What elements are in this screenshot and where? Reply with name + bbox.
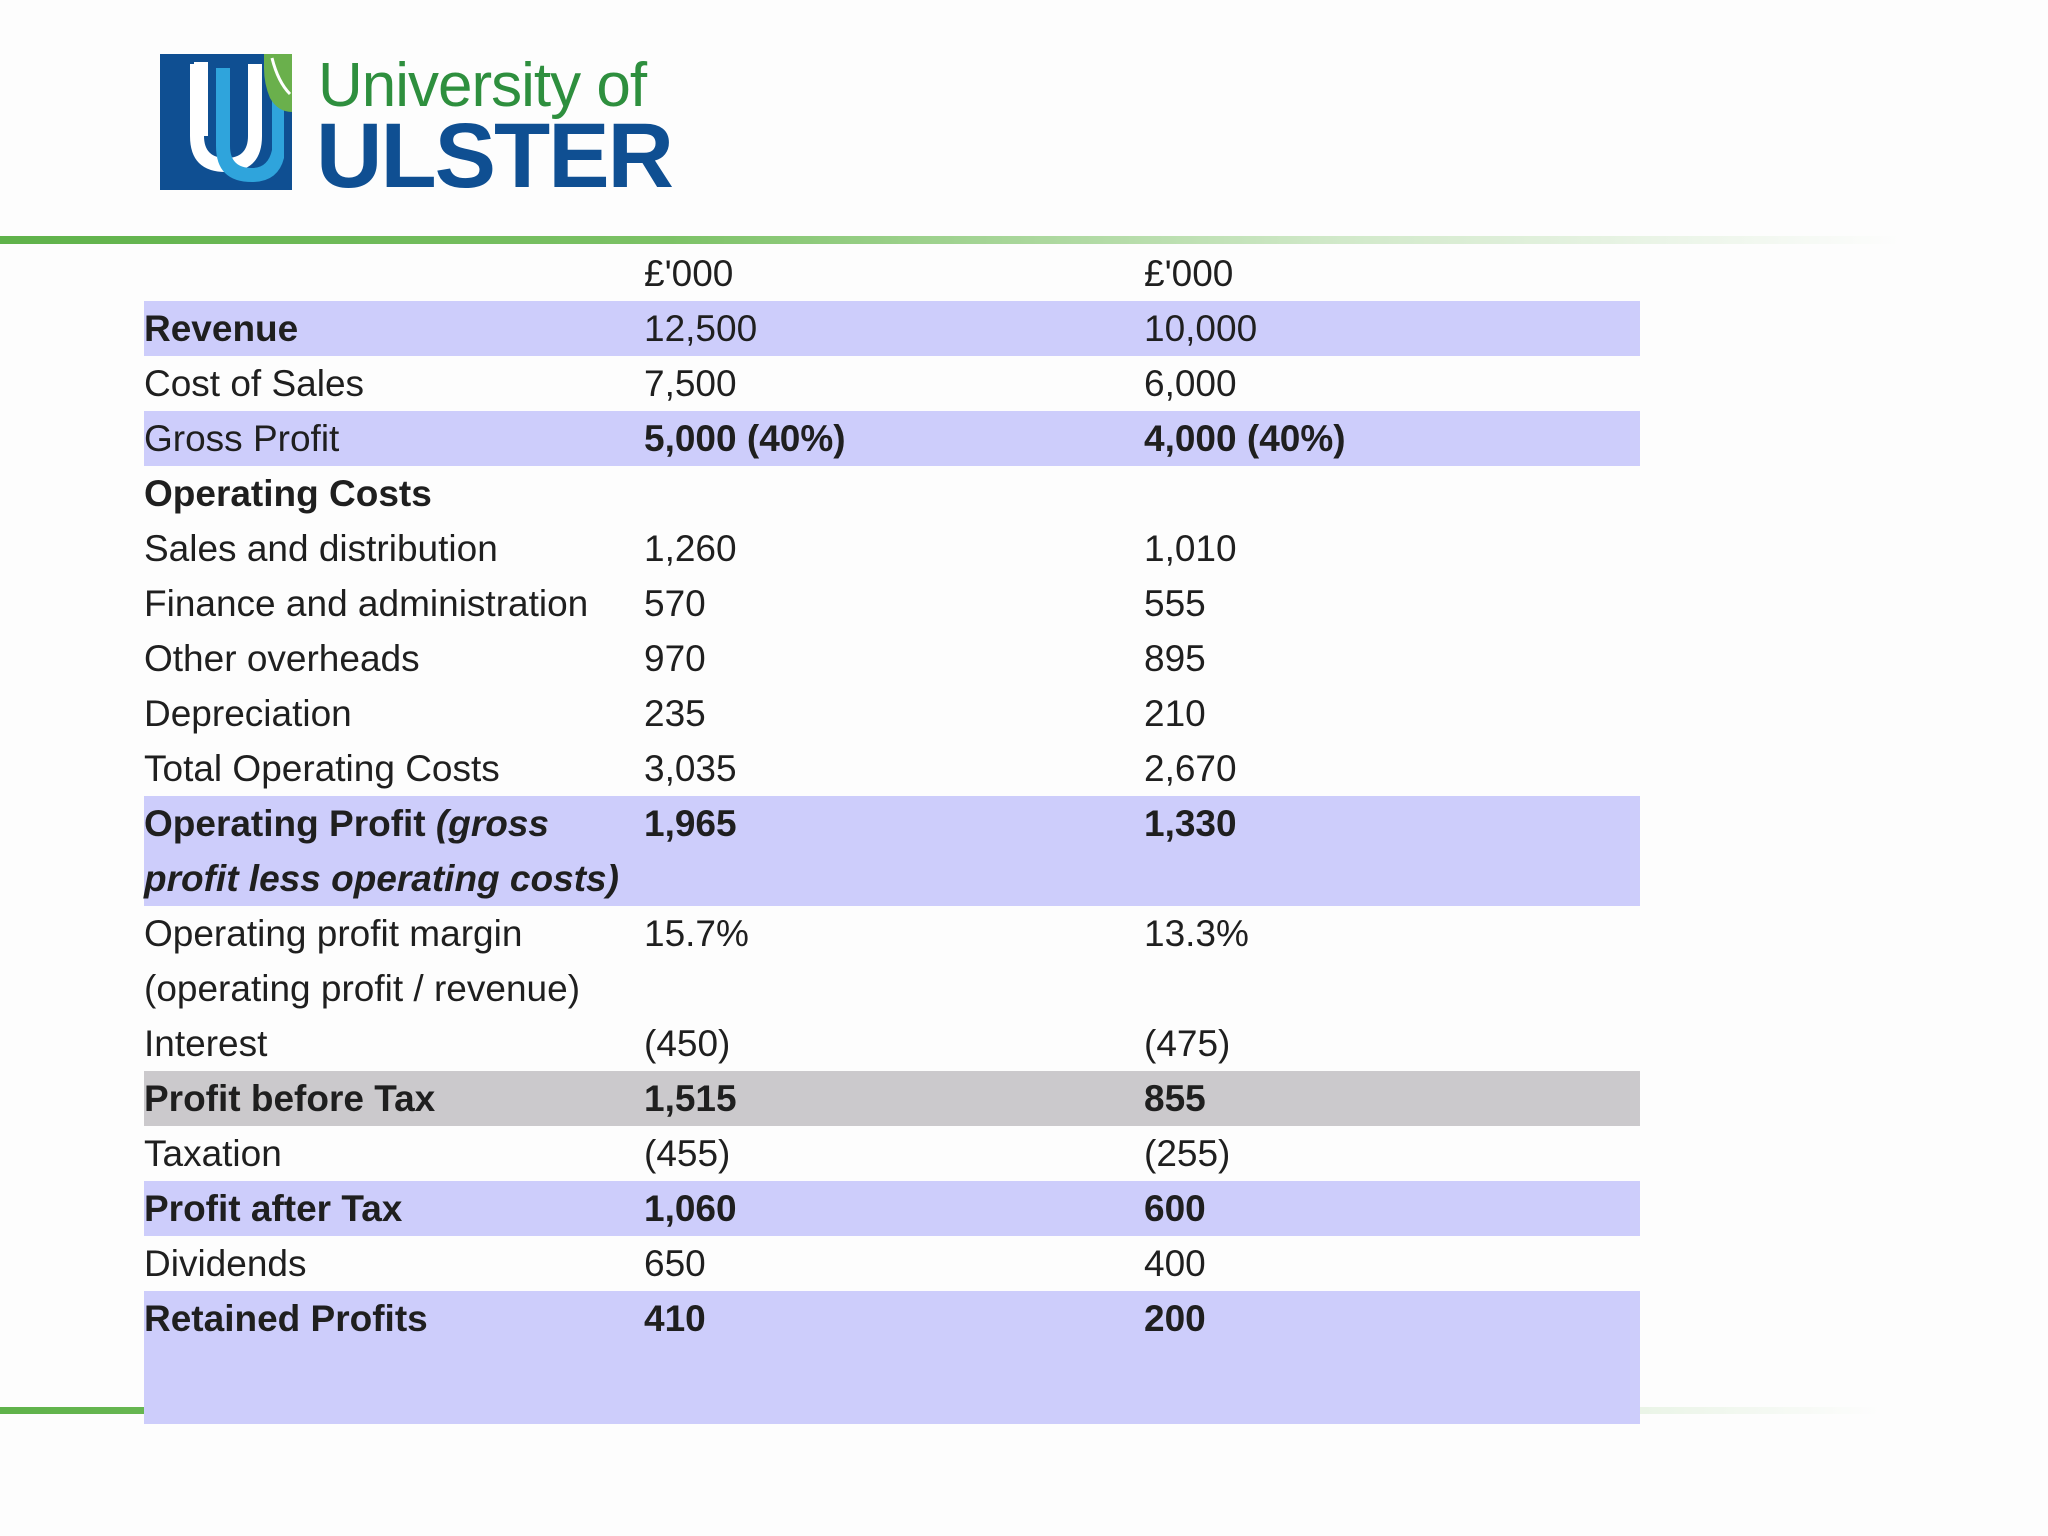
table-row-other-overheads: Other overheads 970 895	[144, 631, 1640, 686]
row-value-col2	[1144, 466, 1640, 521]
row-value-col2: (475)	[1144, 1023, 1231, 1064]
row-label: Other overheads	[144, 638, 420, 679]
row-value-col2: 895	[1144, 638, 1206, 679]
row-value-col1: 15.7%	[644, 913, 749, 954]
row-value-col1: 235	[644, 693, 706, 734]
table-row-blank-footer	[144, 1346, 1640, 1424]
row-value-col1: 12,500	[644, 301, 1144, 356]
row-value-col2: 4,000 (40%)	[1144, 411, 1640, 466]
row-value-col1: 7,500	[644, 363, 737, 404]
blank-cell	[644, 1346, 1144, 1424]
row-label: Profit after Tax	[144, 1181, 644, 1236]
row-label: Taxation	[144, 1133, 282, 1174]
table-row-total-operating-costs: Total Operating Costs 3,035 2,670	[144, 741, 1640, 796]
row-value-col2: 1,010	[1144, 528, 1237, 569]
row-value-col1: 410	[644, 1291, 1144, 1346]
row-label-cell: Operating Profit (gross profit less oper…	[144, 796, 644, 906]
row-label: Finance and administration	[144, 583, 589, 624]
row-value-col1: 5,000 (40%)	[644, 411, 1144, 466]
row-value-col1: 1,515	[644, 1071, 1144, 1126]
header-currency-col2: £'000	[1144, 253, 1234, 294]
table-row-sales-distribution: Sales and distribution 1,260 1,010	[144, 521, 1640, 576]
table-header-row: £'000 £'000	[144, 246, 1640, 301]
university-logo: University of ULSTER	[160, 50, 674, 202]
table-row-gross-profit: Gross Profit 5,000 (40%) 4,000 (40%)	[144, 411, 1640, 466]
row-value-col2: 13.3%	[1144, 913, 1249, 954]
row-value-col1: 3,035	[644, 748, 737, 789]
table-row-dividends: Dividends 650 400	[144, 1236, 1640, 1291]
row-value-col2: 400	[1144, 1243, 1206, 1284]
row-value-col1: 970	[644, 638, 706, 679]
income-statement-table: £'000 £'000 Revenue 12,500 10,000 Cost o…	[144, 246, 1640, 1424]
row-label: Revenue	[144, 301, 644, 356]
table-row-depreciation: Depreciation 235 210	[144, 686, 1640, 741]
logo-text-university-of: University of	[318, 51, 647, 120]
section-heading: Operating Costs	[144, 473, 432, 514]
row-value-col2: 6,000	[1144, 363, 1237, 404]
table-row-finance-administration: Finance and administration 570 555	[144, 576, 1640, 631]
table-row-taxation: Taxation (455) (255)	[144, 1126, 1640, 1181]
row-value-col2: 855	[1144, 1071, 1640, 1126]
row-value-col2: 555	[1144, 583, 1206, 624]
header-label-cell	[144, 246, 644, 301]
table-row-interest: Interest (450) (475)	[144, 1016, 1640, 1071]
row-label: Gross Profit	[144, 411, 644, 466]
table-row-profit-before-tax: Profit before Tax 1,515 855	[144, 1071, 1640, 1126]
row-value-col1: (455)	[644, 1133, 731, 1174]
table-row-retained-profits: Retained Profits 410 200	[144, 1291, 1640, 1346]
row-label: Depreciation	[144, 693, 352, 734]
row-label: Sales and distribution	[144, 528, 498, 569]
table-row-revenue: Revenue 12,500 10,000	[144, 301, 1640, 356]
row-label: Cost of Sales	[144, 363, 365, 404]
row-label: Profit before Tax	[144, 1071, 644, 1126]
blank-cell	[144, 1346, 644, 1424]
row-value-col1: (450)	[644, 1023, 731, 1064]
header-currency-col1: £'000	[644, 253, 734, 294]
row-value-col1: 570	[644, 583, 706, 624]
row-value-col1	[644, 466, 1144, 521]
row-value-col2: 600	[1144, 1181, 1640, 1236]
row-label: Operating Profit	[144, 803, 426, 844]
row-value-col2: (255)	[1144, 1133, 1231, 1174]
table-row-cost-of-sales: Cost of Sales 7,500 6,000	[144, 356, 1640, 411]
row-value-col2: 10,000	[1144, 301, 1640, 356]
row-label: Interest	[144, 1023, 268, 1064]
row-label: Total Operating Costs	[144, 748, 500, 789]
blank-cell	[1144, 1346, 1640, 1424]
table-row-operating-profit: Operating Profit (gross profit less oper…	[144, 796, 1640, 906]
table-row-profit-after-tax: Profit after Tax 1,060 600	[144, 1181, 1640, 1236]
row-label: Operating profit margin (operating profi…	[144, 913, 581, 1009]
row-value-col1: 1,260	[644, 528, 737, 569]
row-label: Retained Profits	[144, 1291, 644, 1346]
row-label: Dividends	[144, 1243, 307, 1284]
top-divider-rule	[0, 236, 1900, 244]
logo-text-ulster: ULSTER	[316, 105, 674, 207]
row-value-col1: 650	[644, 1243, 706, 1284]
row-value-col2: 1,330	[1144, 796, 1640, 906]
university-shield-icon	[160, 54, 292, 190]
row-label-note: (gross profit less operating costs)	[144, 803, 619, 899]
row-value-col1: 1,060	[644, 1181, 1144, 1236]
row-value-col2: 210	[1144, 693, 1206, 734]
row-value-col2: 200	[1144, 1291, 1640, 1346]
row-value-col1: 1,965	[644, 796, 1144, 906]
table-row-operating-costs-heading: Operating Costs	[144, 466, 1640, 521]
table-row-operating-profit-margin: Operating profit margin (operating profi…	[144, 906, 1640, 1016]
row-value-col2: 2,670	[1144, 748, 1237, 789]
